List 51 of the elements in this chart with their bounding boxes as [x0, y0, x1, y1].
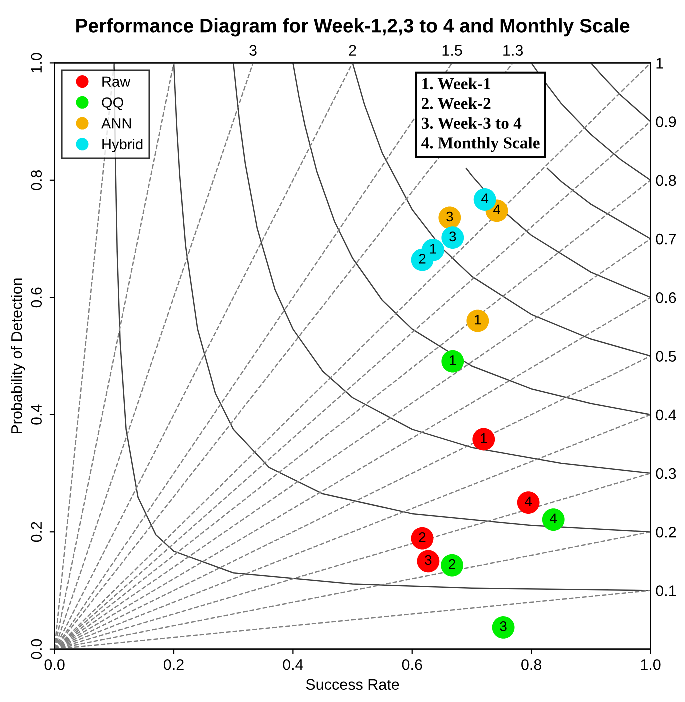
annotation: 1. Week-1: [422, 78, 491, 90]
annotation: 1: [450, 356, 456, 366]
y-tick-label: 0.4: [31, 404, 42, 425]
annotation: 2: [449, 559, 456, 570]
y2-tick-label: 0.5: [656, 351, 676, 362]
x-tick-label: 0.4: [283, 659, 304, 670]
annotation: 2: [349, 45, 356, 56]
y2-tick-label: 0.7: [656, 234, 676, 245]
y-tick-label: 0.2: [31, 522, 42, 542]
annotation: 4: [550, 514, 558, 524]
y-axis-title: Probability of Detection: [11, 278, 26, 434]
annotation: 2. Week-2: [422, 98, 491, 110]
y-tick-label: 0.6: [31, 288, 42, 308]
legend-label: Hybrid: [102, 138, 143, 153]
y2-tick-label: 0.6: [656, 292, 676, 304]
annotation: 1.5: [442, 45, 462, 56]
annotation: 3: [250, 45, 257, 56]
y2-tick-label: 0.9: [656, 116, 676, 128]
y2-tick-label: 0.1: [656, 586, 676, 596]
chart-title: Performance Diagram for Week-1,2,3 to 4 and Monthly Scale: [76, 18, 630, 37]
legend-label: Raw: [102, 76, 131, 88]
annotation: 4. Monthly Scale: [422, 137, 540, 152]
annotation: 1: [481, 434, 488, 444]
annotation: 3: [425, 555, 432, 566]
annotation: 1: [475, 315, 482, 325]
y2-tick-label: 0.8: [656, 175, 676, 186]
y-tick-label: 1.0: [31, 53, 42, 73]
annotation: 3: [500, 622, 507, 632]
y2-tick-label: 1: [656, 58, 664, 69]
x-tick-label: 0.6: [402, 659, 422, 670]
annotation: 3: [446, 212, 454, 222]
annotation: 4: [493, 204, 500, 214]
annotation: 1.3: [504, 45, 524, 56]
annotation: 1: [430, 244, 436, 254]
annotation: 2: [419, 532, 426, 542]
legend-label: QQ: [102, 98, 124, 111]
annotation: 4: [482, 194, 489, 204]
x-tick-label: 1.0: [641, 659, 661, 670]
y-tick-label: 0.8: [31, 170, 42, 190]
y2-tick-label: 0.3: [656, 468, 676, 480]
annotation: 4: [525, 496, 532, 506]
annotation: 3: [450, 232, 456, 242]
legend-label: ANN: [101, 118, 132, 129]
x-tick-label: 0.0: [44, 659, 65, 670]
x-axis-title: Success Rate: [306, 679, 400, 690]
x-tick-label: 0.8: [522, 659, 542, 670]
annotation: 2: [419, 254, 426, 264]
annotation: 3. Week-3 to 4: [422, 117, 522, 130]
y2-tick-label: 0.2: [656, 526, 676, 538]
y2-tick-label: 0.4: [656, 410, 676, 421]
x-tick-label: 0.2: [164, 659, 184, 670]
